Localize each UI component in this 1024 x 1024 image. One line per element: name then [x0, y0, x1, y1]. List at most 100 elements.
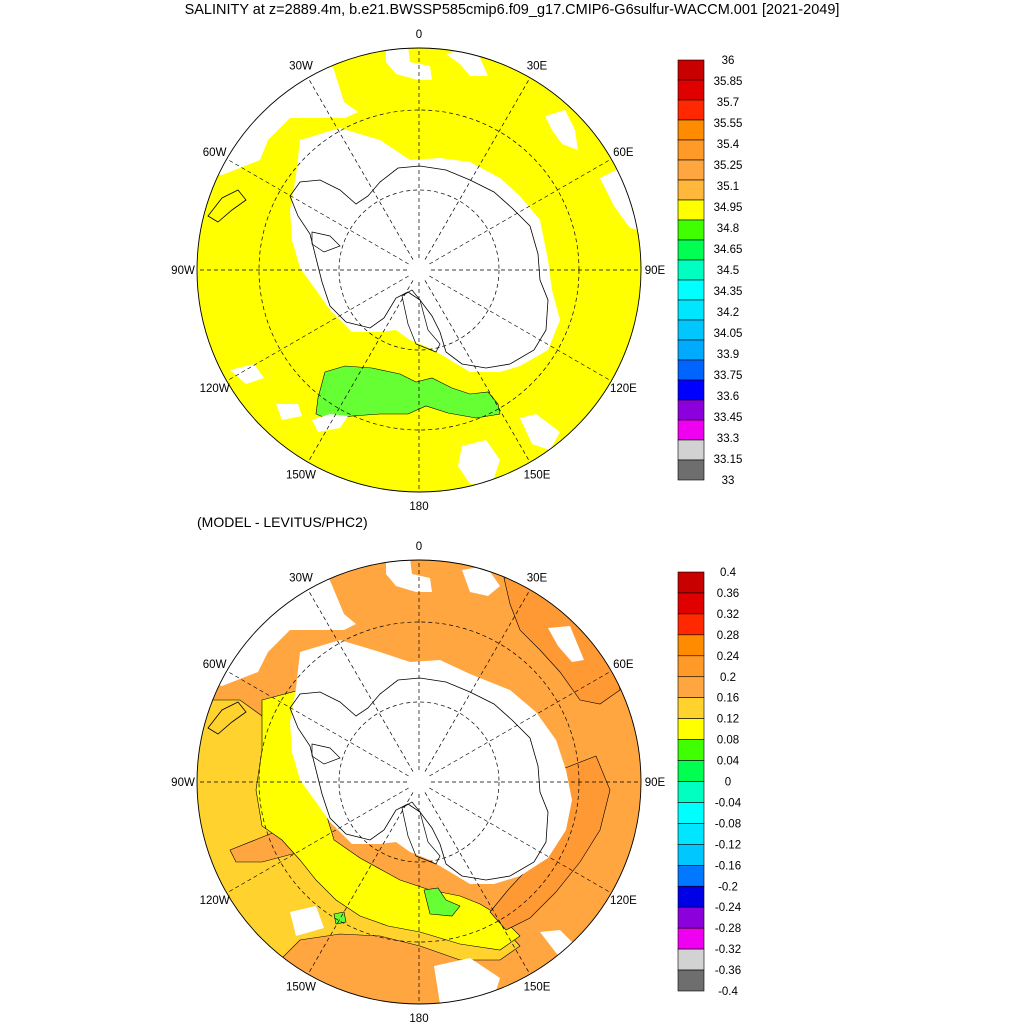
colorbar-tick-label: 0.2: [720, 672, 736, 684]
meridian-line: [307, 77, 414, 260]
colorbar-tick-label: 34.95: [714, 202, 743, 214]
colorbar-tick-label: -0.08: [715, 818, 741, 830]
meridian-line: [429, 158, 612, 265]
antarctica-coastline: [289, 165, 549, 369]
ice-shelf-coast: [401, 289, 441, 353]
salinity-map: 0 30E 60E 90E 120E 150E 180 150W 120W 90W 60W 30W: [171, 29, 665, 513]
colorbar-swatch: [677, 239, 705, 261]
colorbar-swatch: [677, 885, 705, 908]
colorbar-swatch: [677, 199, 705, 221]
colorbar-swatch: [677, 823, 705, 845]
colorbar-tick-label: -0.16: [715, 860, 741, 872]
colorbar-swatch: [677, 359, 705, 381]
colorbar-swatch: [677, 760, 705, 782]
antarctica-landmass: [290, 128, 560, 372]
longitude-label: 30W: [289, 61, 313, 73]
ice-shelf-coast: [401, 801, 441, 865]
meridian-line: [226, 670, 409, 777]
colorbar-tick-label: 35.7: [717, 97, 739, 109]
longitude-label: 0: [416, 541, 422, 553]
colorbar-swatch: [677, 781, 705, 803]
colorbar-swatch: [677, 613, 705, 636]
near-zero-anomaly-patch: [423, 887, 461, 917]
colorbar-tick-label: 0: [725, 777, 731, 789]
ice-mask-patch: [276, 404, 302, 420]
ice-mask-patch: [386, 48, 432, 80]
colorbar-swatch: [677, 634, 705, 657]
colorbar-tick-label: 0.28: [717, 630, 739, 642]
antarctica-coastline: [289, 677, 549, 881]
colorbar-tick-label: 35.25: [714, 160, 743, 172]
colorbar-tick-label: 34.65: [714, 244, 743, 256]
colorbar-tick-label: 0.36: [717, 588, 739, 600]
colorbar-tick-label: 0.12: [717, 714, 739, 726]
colorbar-swatch: [677, 571, 705, 594]
ice-mask-patch: [548, 626, 584, 662]
meridian-line: [307, 280, 414, 463]
meridian-line: [429, 275, 612, 382]
meridian-lines: [197, 48, 641, 492]
meridian-line: [307, 589, 414, 772]
ice-mask-patch: [446, 48, 488, 76]
longitude-label: 90E: [645, 777, 666, 789]
colorbar-swatch: [677, 592, 705, 615]
colorbar-tick-label: -0.2: [718, 881, 738, 893]
longitude-label: 30E: [527, 573, 548, 585]
colorbar-swatch: [677, 439, 705, 461]
colorbar-tick-label: 35.85: [714, 76, 743, 88]
colorbar-swatch: [677, 99, 705, 121]
colorbar-swatch: [677, 299, 705, 321]
meridian-line: [424, 77, 531, 260]
colorbar-swatch: [677, 139, 705, 161]
colorbar-swatch: [677, 718, 705, 740]
colorbar-swatch: [677, 419, 705, 441]
longitude-label: 90E: [645, 265, 666, 277]
colorbar-swatch: [677, 844, 705, 866]
ice-shelf-coast: [311, 743, 341, 765]
colorbar-swatch: [677, 119, 705, 141]
meridian-line: [424, 792, 531, 975]
colorbar-tick-label: 33.45: [714, 412, 743, 424]
difference-colorbar: 0.4 0.36 0.32 0.28 0.24 0.2 0.16 0.12 0.08 0.04 0 -…: [677, 567, 742, 998]
meridian-line: [429, 670, 612, 777]
colorbar-tick-label: 0.04: [717, 756, 740, 768]
antarctica-landmass: [290, 640, 572, 884]
ice-shelf-coast: [311, 231, 341, 253]
antarctic-peninsula-coast: [207, 189, 247, 223]
colorbar-swatch: [677, 802, 705, 824]
colorbar-tick-label: 34.8: [717, 223, 739, 235]
colorbar-swatch: [677, 59, 705, 81]
colorbar-tick-label: -0.28: [715, 923, 741, 935]
longitude-label: 30W: [289, 573, 313, 585]
colorbar-swatch: [677, 969, 705, 992]
ice-mask-patch: [386, 560, 432, 592]
ice-mask-patch: [545, 110, 578, 150]
colorbar-tick-label: 33: [722, 475, 735, 487]
colorbar-tick-label: 35.55: [714, 118, 743, 130]
colorbar-swatch: [677, 219, 705, 241]
longitude-label: 60E: [613, 659, 634, 671]
ice-mask-patch: [312, 414, 348, 432]
salinity-colorbar: 36 35.85 35.7 35.55 35.4 35.25 35.1 34.95 34.8 34…: [677, 55, 743, 487]
ice-mask-patch: [462, 566, 500, 596]
antarctic-peninsula-coast: [207, 701, 247, 735]
colorbar-swatch: [677, 319, 705, 341]
colorbar-tick-label: 34.05: [714, 328, 743, 340]
longitude-label: 120W: [200, 895, 230, 907]
longitude-label: 150W: [286, 469, 316, 481]
colorbar-swatch: [677, 906, 705, 929]
colorbar-tick-label: 35.4: [717, 139, 740, 151]
ice-mask-patch: [434, 958, 500, 1004]
colorbar-swatch: [677, 339, 705, 361]
ice-mask-patch: [520, 414, 560, 450]
longitude-label: 150E: [524, 469, 551, 481]
longitude-label: 180: [409, 1013, 428, 1024]
colorbar-tick-label: 34.2: [717, 307, 739, 319]
colorbar-swatch: [677, 864, 705, 887]
colorbar-swatch: [677, 459, 705, 481]
longitude-labels: 0 30E 60E 90E 120E 150E 180 150W 120W 90W 60W 30W: [171, 29, 665, 513]
colorbar-tick-label: 33.9: [717, 349, 739, 361]
meridian-line: [226, 275, 409, 382]
meridian-lines: [197, 560, 641, 1004]
